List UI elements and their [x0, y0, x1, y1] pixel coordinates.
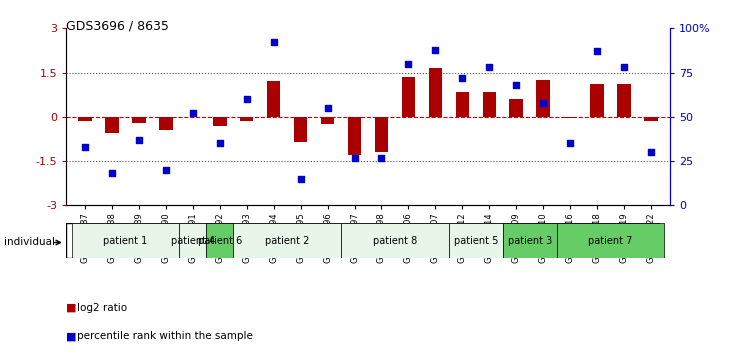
Bar [537, 80, 550, 117]
Point [403, 61, 414, 67]
Point [241, 96, 252, 102]
Bar [105, 117, 118, 133]
Point [537, 100, 549, 105]
Point [591, 48, 603, 54]
Text: patient 3: patient 3 [508, 236, 552, 246]
Bar [348, 117, 361, 155]
Text: patient 4: patient 4 [171, 236, 215, 246]
FancyBboxPatch shape [71, 223, 180, 258]
Bar [267, 81, 280, 117]
Text: patient 1: patient 1 [103, 236, 148, 246]
Point [618, 64, 630, 70]
Point [322, 105, 333, 111]
FancyBboxPatch shape [180, 223, 206, 258]
Bar [563, 117, 577, 118]
FancyBboxPatch shape [206, 223, 233, 258]
FancyBboxPatch shape [449, 223, 503, 258]
Text: patient 6: patient 6 [198, 236, 242, 246]
Text: patient 7: patient 7 [588, 236, 633, 246]
Bar [132, 117, 146, 123]
Text: GDS3696 / 8635: GDS3696 / 8635 [66, 19, 169, 33]
Bar [644, 117, 658, 121]
Point [456, 75, 468, 81]
Text: percentile rank within the sample: percentile rank within the sample [77, 331, 253, 341]
Bar [590, 84, 604, 117]
Bar [618, 84, 631, 117]
Point [375, 155, 387, 160]
Text: log2 ratio: log2 ratio [77, 303, 127, 313]
Point [160, 167, 171, 173]
Point [294, 176, 306, 182]
Bar [213, 117, 227, 126]
Bar [78, 117, 92, 121]
Text: patient 5: patient 5 [453, 236, 498, 246]
Text: ■: ■ [66, 303, 77, 313]
Point [565, 141, 576, 146]
Bar [456, 92, 469, 117]
Point [214, 141, 226, 146]
Point [484, 64, 495, 70]
Bar [509, 99, 523, 117]
Text: ■: ■ [66, 331, 77, 341]
Point [133, 137, 145, 143]
Bar [402, 77, 415, 117]
Bar [483, 92, 496, 117]
Bar [321, 117, 334, 124]
Bar [240, 117, 253, 121]
Point [268, 40, 280, 45]
Point [430, 47, 442, 52]
Text: patient 8: patient 8 [373, 236, 417, 246]
FancyBboxPatch shape [233, 223, 341, 258]
Point [79, 144, 91, 150]
FancyBboxPatch shape [503, 223, 556, 258]
Point [349, 155, 361, 160]
Text: patient 2: patient 2 [265, 236, 309, 246]
Bar [375, 117, 388, 152]
Point [187, 110, 199, 116]
Bar [159, 117, 173, 130]
Bar [428, 68, 442, 117]
FancyBboxPatch shape [556, 223, 665, 258]
Point [106, 171, 118, 176]
Bar [294, 117, 308, 142]
Text: individual: individual [4, 238, 54, 247]
FancyBboxPatch shape [341, 223, 449, 258]
Point [645, 149, 657, 155]
Point [510, 82, 522, 88]
